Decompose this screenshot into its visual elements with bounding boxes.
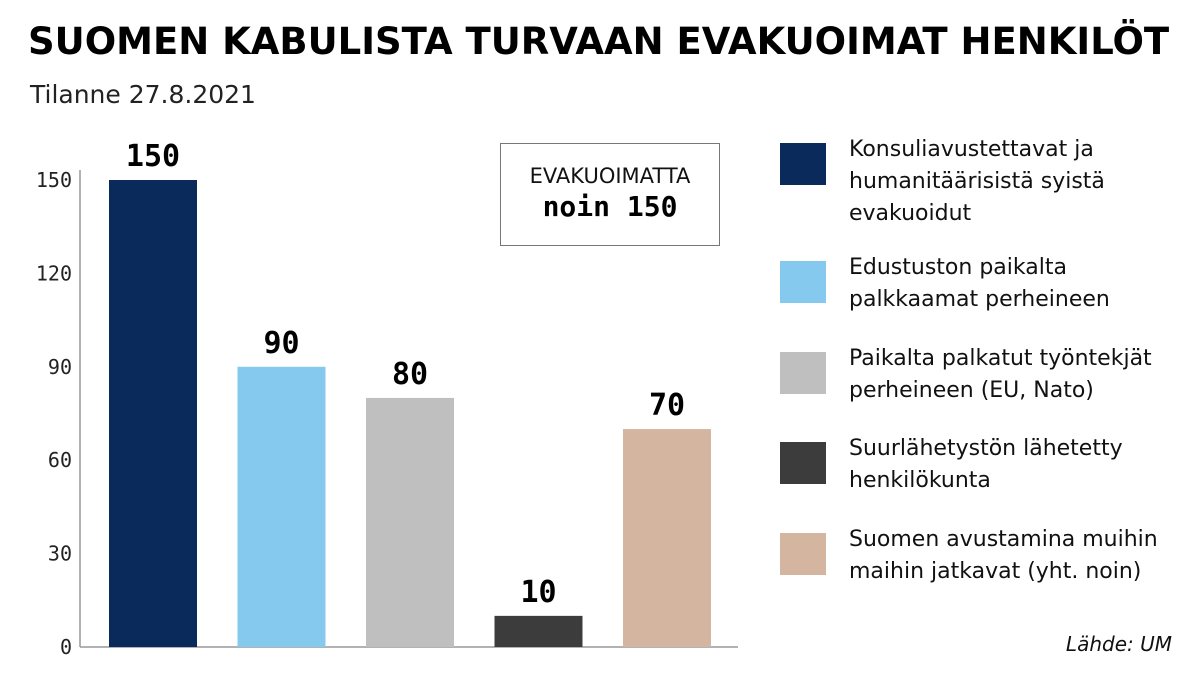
callout-box: EVAKUOIMATTA noin 150 xyxy=(500,143,720,246)
bar xyxy=(237,366,326,647)
legend-swatch xyxy=(780,533,826,575)
y-tick-label: 60 xyxy=(48,448,72,472)
legend-swatch xyxy=(780,442,826,484)
bar-value-label: 150 xyxy=(126,139,180,174)
legend-label: Konsuliavustettavat ja humanitäärisistä … xyxy=(849,137,1105,226)
y-tick-label: 120 xyxy=(36,261,72,285)
y-tick-label: 30 xyxy=(48,542,72,566)
callout-value: noin 150 xyxy=(542,190,678,223)
source-note: Lähde: UM xyxy=(1065,632,1172,656)
bar xyxy=(623,429,711,647)
legend-swatch xyxy=(780,143,826,185)
y-tick-label: 90 xyxy=(48,355,72,379)
bar-chart: 0 30 60 90 120 150 150 90 80 10 70 xyxy=(36,139,738,659)
bar-value-label: 80 xyxy=(392,357,428,392)
legend-label: Suurlähetystön lähetetty henkilökunta xyxy=(849,436,1123,493)
callout-title: EVAKUOIMATTA xyxy=(529,164,691,188)
y-tick-label: 150 xyxy=(36,168,72,192)
bar xyxy=(366,397,454,647)
legend-label: Suomen avustamina muihin maihin jatkavat… xyxy=(849,527,1158,584)
bar-value-label: 90 xyxy=(263,326,299,361)
chart-title: SUOMEN KABULISTA TURVAAN EVAKUOIMAT HENK… xyxy=(28,20,1170,63)
legend-label: Paikalta palkatut työntekjät perheineen … xyxy=(849,346,1152,403)
legend-swatch xyxy=(780,352,826,394)
legend-swatch xyxy=(780,261,826,303)
chart-subtitle: Tilanne 27.8.2021 xyxy=(30,80,256,109)
bar xyxy=(494,615,583,647)
legend-label: Edustuston paikalta palkkaamat perheinee… xyxy=(849,255,1110,312)
bar-value-label: 10 xyxy=(520,575,556,610)
bar-value-label: 70 xyxy=(649,388,685,423)
y-tick-label: 0 xyxy=(60,635,72,659)
bar xyxy=(109,180,197,647)
